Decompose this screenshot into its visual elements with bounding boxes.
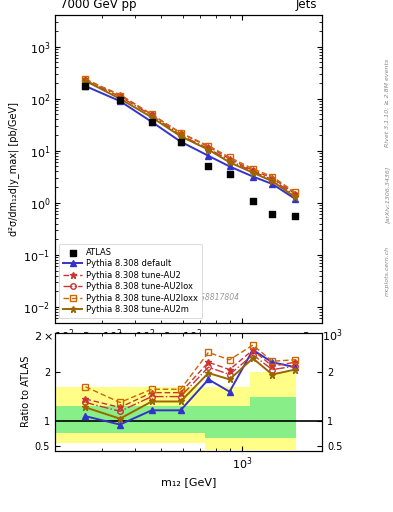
Text: Rivet 3.1.10; ≥ 2.8M events: Rivet 3.1.10; ≥ 2.8M events [385, 58, 389, 146]
Pythia 8.308 tune-AU2 [149, 111, 154, 117]
Pythia 8.308 tune-AU2m [270, 178, 275, 184]
Pythia 8.308 tune-AU2lox [118, 94, 122, 100]
Pythia 8.308 default [250, 174, 255, 180]
Pythia 8.308 tune-AU2lox [292, 192, 297, 198]
Pythia 8.308 tune-AU2lox [178, 132, 183, 138]
Pythia 8.308 tune-AU2lox [83, 77, 88, 83]
Pythia 8.308 default [292, 196, 297, 202]
Pythia 8.308 default [206, 153, 211, 159]
Pythia 8.308 default [270, 181, 275, 187]
Line: Pythia 8.308 default: Pythia 8.308 default [83, 83, 298, 201]
Pythia 8.308 tune-AU2m [178, 133, 183, 139]
Pythia 8.308 tune-AU2loxx [178, 130, 183, 136]
Pythia 8.308 default [227, 163, 232, 169]
Pythia 8.308 tune-AU2 [250, 167, 255, 174]
Line: Pythia 8.308 tune-AU2lox: Pythia 8.308 tune-AU2lox [83, 78, 298, 198]
ATLAS [226, 170, 233, 179]
Pythia 8.308 default [83, 83, 88, 89]
Pythia 8.308 default [118, 98, 122, 104]
Text: [arXiv:1306.3436]: [arXiv:1306.3436] [385, 166, 389, 223]
ATLAS [269, 210, 275, 219]
Pythia 8.308 default [178, 139, 183, 145]
Pythia 8.308 tune-AU2 [178, 130, 183, 136]
Pythia 8.308 tune-AU2 [292, 190, 297, 197]
Pythia 8.308 tune-AU2m [292, 194, 297, 200]
Y-axis label: Ratio to ATLAS: Ratio to ATLAS [20, 356, 31, 428]
Pythia 8.308 default [149, 119, 154, 125]
Pythia 8.308 tune-AU2loxx [270, 174, 275, 180]
Y-axis label: d²σ/dm₁₂d|y_max| [pb/GeV]: d²σ/dm₁₂d|y_max| [pb/GeV] [8, 102, 19, 236]
Text: Jets: Jets [296, 0, 317, 11]
ATLAS [292, 212, 298, 221]
Line: Pythia 8.308 tune-AU2m: Pythia 8.308 tune-AU2m [82, 77, 298, 200]
Pythia 8.308 tune-AU2lox [270, 177, 275, 183]
Text: 7000 GeV pp: 7000 GeV pp [61, 0, 137, 11]
Pythia 8.308 tune-AU2m [149, 114, 154, 120]
Pythia 8.308 tune-AU2loxx [292, 189, 297, 195]
Pythia 8.308 tune-AU2lox [227, 157, 232, 163]
ATLAS [177, 138, 184, 146]
Pythia 8.308 tune-AU2loxx [206, 143, 211, 149]
Pythia 8.308 tune-AU2lox [250, 168, 255, 175]
Pythia 8.308 tune-AU2loxx [250, 166, 255, 172]
Text: mcplots.cern.ch: mcplots.cern.ch [385, 246, 389, 296]
Line: Pythia 8.308 tune-AU2loxx: Pythia 8.308 tune-AU2loxx [83, 76, 298, 195]
Pythia 8.308 tune-AU2lox [149, 112, 154, 118]
ATLAS [82, 82, 88, 90]
ATLAS [205, 162, 211, 170]
Pythia 8.308 tune-AU2m [206, 146, 211, 153]
Pythia 8.308 tune-AU2m [83, 78, 88, 84]
ATLAS [149, 118, 155, 126]
Pythia 8.308 tune-AU2m [118, 96, 122, 102]
Line: Pythia 8.308 tune-AU2: Pythia 8.308 tune-AU2 [82, 76, 298, 197]
Pythia 8.308 tune-AU2loxx [149, 111, 154, 117]
Pythia 8.308 tune-AU2loxx [118, 93, 122, 99]
Pythia 8.308 tune-AU2 [206, 143, 211, 150]
Pythia 8.308 tune-AU2 [118, 92, 122, 98]
ATLAS [250, 197, 256, 205]
Pythia 8.308 tune-AU2 [270, 175, 275, 181]
Pythia 8.308 tune-AU2loxx [227, 154, 232, 160]
Pythia 8.308 tune-AU2 [83, 77, 88, 83]
Pythia 8.308 tune-AU2loxx [83, 76, 88, 82]
Pythia 8.308 tune-AU2lox [206, 145, 211, 152]
Pythia 8.308 tune-AU2m [227, 159, 232, 165]
Legend: ATLAS, Pythia 8.308 default, Pythia 8.308 tune-AU2, Pythia 8.308 tune-AU2lox, Py: ATLAS, Pythia 8.308 default, Pythia 8.30… [59, 244, 202, 318]
Pythia 8.308 tune-AU2 [227, 156, 232, 162]
Pythia 8.308 tune-AU2m [250, 169, 255, 176]
X-axis label: m₁₂ [GeV]: m₁₂ [GeV] [161, 478, 216, 487]
ATLAS [117, 96, 123, 104]
Text: ATLAS_2010_S8817804: ATLAS_2010_S8817804 [149, 292, 239, 301]
